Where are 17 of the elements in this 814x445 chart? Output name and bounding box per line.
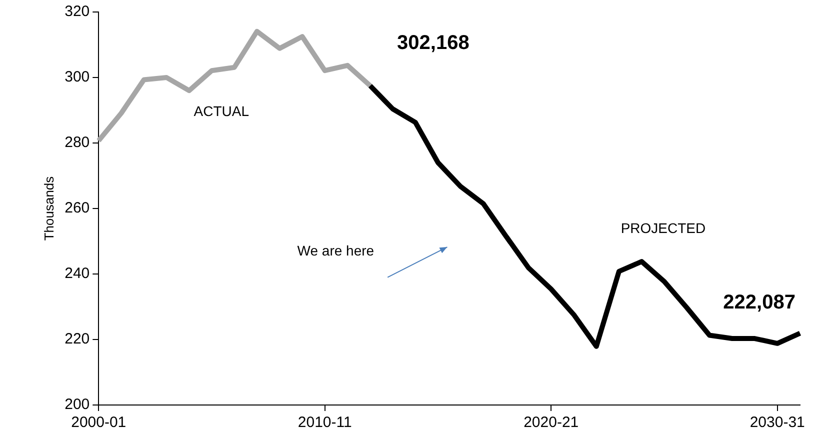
x-tick-label: 2030-31 — [750, 414, 805, 432]
y-axis-title: Thousands — [41, 176, 56, 241]
text: PROJECTED — [620, 220, 706, 236]
y-tick-label: 220 — [64, 330, 90, 348]
y-tick-label: 200 — [64, 396, 90, 414]
y-tick-label: 260 — [64, 200, 90, 217]
annotation: 302,168 — [397, 32, 470, 54]
series-label: ACTUAL — [194, 103, 250, 120]
y-tick-label: 280 — [64, 134, 90, 152]
x-tick-label: 2000-01 — [71, 414, 126, 432]
x-tick-label: 2010-11 — [298, 414, 352, 432]
annotation: We are here — [297, 242, 374, 259]
y-tick-label: 320 — [64, 3, 90, 20]
annotation: 222,087 — [723, 291, 796, 314]
x-tick-label: 2020-21 — [524, 414, 579, 432]
y-tick-label: 300 — [64, 68, 90, 86]
y-tick-label: 240 — [64, 265, 90, 282]
